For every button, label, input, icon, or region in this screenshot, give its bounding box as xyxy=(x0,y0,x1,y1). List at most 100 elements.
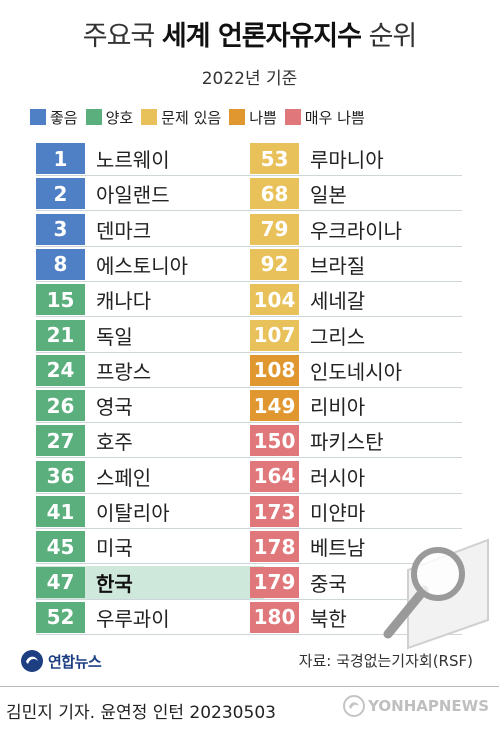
legend-swatch xyxy=(284,109,301,125)
table-row: 41 이탈리아 xyxy=(36,495,264,529)
legend-label: 나쁨 xyxy=(249,108,277,127)
country-name: 캐나다 xyxy=(96,289,152,314)
country-name: 미국 xyxy=(96,536,133,561)
legend: 좋음 양호 문제 있음 나쁨 매우 나쁨 xyxy=(30,106,490,128)
table-row: 173 미얀마 xyxy=(250,495,462,529)
table-row: 27 호주 xyxy=(36,424,264,459)
table-row: 36 스페인 xyxy=(36,460,264,494)
country-name: 아일랜드 xyxy=(96,183,170,208)
rank-cell: 68 xyxy=(250,178,299,210)
table-row: 79 우크라이나 xyxy=(250,213,462,247)
legend-swatch xyxy=(229,109,246,125)
rank-cell: 179 xyxy=(250,566,299,598)
legend-item: 좋음 xyxy=(30,107,78,128)
table-row: 179 중국 xyxy=(250,566,462,600)
legend-item: 양호 xyxy=(85,107,134,128)
rank-cell: 52 xyxy=(36,601,85,633)
yonhap-watermark-icon xyxy=(343,695,366,717)
country-name: 호주 xyxy=(96,430,133,455)
table-row: 8 에스토니아 xyxy=(36,248,264,282)
country-name: 노르웨이 xyxy=(96,148,170,172)
rank-cell: 24 xyxy=(36,354,85,386)
rank-cell: 92 xyxy=(250,248,299,280)
rank-cell: 41 xyxy=(36,496,85,527)
table-row: 108 인도네시아 xyxy=(250,354,462,388)
table-row: 178 베트남 xyxy=(250,530,462,565)
country-name: 한국 xyxy=(96,571,133,596)
legend-item: 나쁨 xyxy=(229,107,277,128)
country-name: 세네갈 xyxy=(310,289,366,314)
table-row: 45 미국 xyxy=(36,530,264,565)
legend-label: 문제 있음 xyxy=(161,108,222,127)
table-row: 26 영국 xyxy=(36,389,264,424)
legend-swatch xyxy=(85,109,102,125)
chart-subtitle: 2022년 기준 xyxy=(201,69,298,89)
rank-cell: 15 xyxy=(36,284,85,316)
yonhap-logo-icon xyxy=(21,650,43,672)
country-name: 북한 xyxy=(310,606,347,631)
title-prefix: 주요국 xyxy=(82,21,156,52)
country-name: 스페인 xyxy=(96,465,152,490)
country-name: 러시아 xyxy=(310,465,366,490)
legend-label: 좋음 xyxy=(50,108,78,127)
rank-cell: 107 xyxy=(250,319,299,351)
legend-item: 문제 있음 xyxy=(141,107,221,128)
country-name: 프랑스 xyxy=(96,359,152,384)
country-name: 덴마크 xyxy=(96,218,152,243)
country-name: 일본 xyxy=(310,183,347,208)
title-main: 세계 언론자유지수 xyxy=(161,21,362,52)
table-row: 92 브라질 xyxy=(250,248,462,282)
rank-cell: 47 xyxy=(36,566,85,598)
country-name: 베트남 xyxy=(310,536,366,561)
legend-label: 양호 xyxy=(105,108,134,127)
legend-item: 매우 나쁨 xyxy=(284,107,365,128)
rank-cell: 36 xyxy=(36,460,85,492)
table-row: 15 캐나다 xyxy=(36,283,264,318)
rank-cell: 27 xyxy=(36,425,85,457)
rank-cell: 2 xyxy=(36,178,85,210)
country-name: 그리스 xyxy=(310,324,366,349)
table-row: 2 아일랜드 xyxy=(36,177,264,212)
source-note: 자료: 국경없는기자회(RSF) xyxy=(298,652,473,670)
country-name: 에스토니아 xyxy=(96,253,188,278)
rank-cell: 104 xyxy=(250,284,299,316)
rank-cell: 21 xyxy=(36,319,85,351)
logo-text: 연합뉴스 xyxy=(48,652,102,671)
table-row: 150 파키스탄 xyxy=(250,424,462,459)
table-row-highlight: 47 한국 xyxy=(36,565,264,600)
title-suffix: 순위 xyxy=(368,21,418,52)
rank-cell: 45 xyxy=(36,531,85,563)
country-name: 파키스탄 xyxy=(310,430,384,455)
chart-title: 주요국 세계 언론자유지수 순위 xyxy=(0,14,499,53)
rank-cell: 3 xyxy=(36,213,85,245)
table-row: 180 북한 xyxy=(250,601,462,635)
table-row: 164 러시아 xyxy=(250,460,462,494)
country-name: 영국 xyxy=(96,395,133,420)
rank-cell: 149 xyxy=(250,390,299,422)
legend-swatch xyxy=(141,109,158,125)
rank-cell: 26 xyxy=(36,390,85,422)
rank-cell: 164 xyxy=(250,460,299,492)
country-name: 중국 xyxy=(310,571,347,596)
table-row: 52 우루과이 xyxy=(36,601,264,635)
table-row: 21 독일 xyxy=(36,319,264,353)
table-row: 68 일본 xyxy=(250,177,462,212)
table-row: 24 프랑스 xyxy=(36,354,264,388)
rank-cell: 173 xyxy=(250,496,299,527)
table-row: 149 리비아 xyxy=(250,389,462,424)
rank-cell: 180 xyxy=(250,601,299,633)
watermark-text: YONHAPNEWS xyxy=(368,697,489,715)
yonhap-logo: 연합뉴스 xyxy=(20,648,102,674)
legend-swatch xyxy=(30,109,46,125)
country-name: 우크라이나 xyxy=(310,218,402,243)
country-name: 리비아 xyxy=(310,395,366,420)
country-name: 미얀마 xyxy=(310,501,366,525)
legend-label: 매우 나쁨 xyxy=(304,108,365,127)
footer-divider xyxy=(0,686,499,687)
country-name: 브라질 xyxy=(310,253,366,278)
watermark: YONHAPNEWS xyxy=(343,695,489,717)
table-row: 53 루마니아 xyxy=(250,142,462,176)
country-name: 우루과이 xyxy=(96,606,170,631)
rank-cell: 53 xyxy=(250,143,299,174)
